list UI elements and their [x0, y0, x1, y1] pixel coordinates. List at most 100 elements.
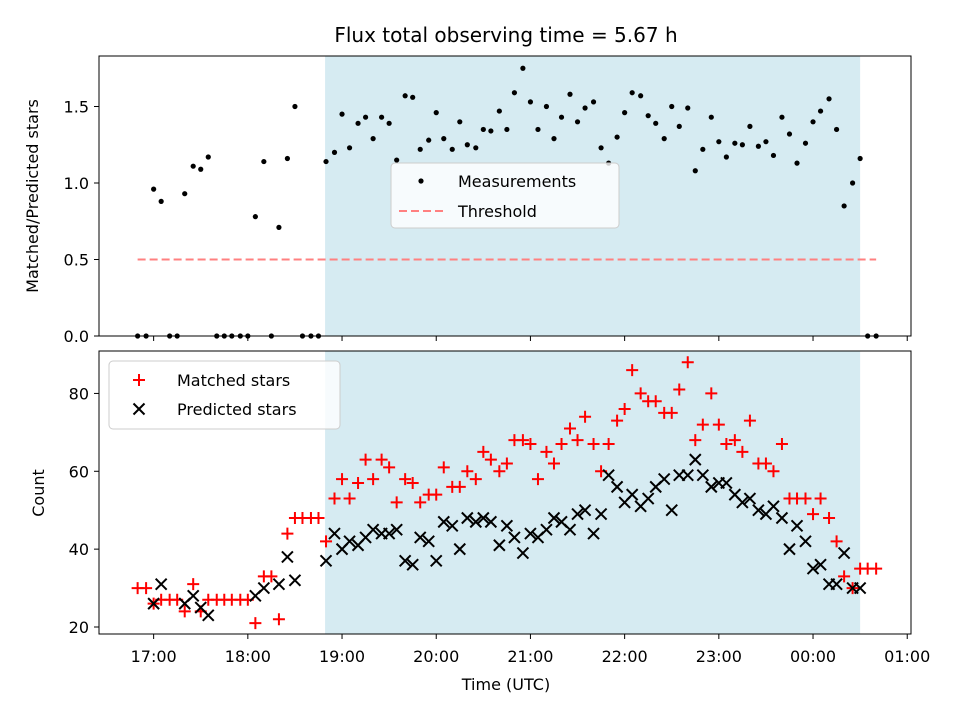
matched-star-point — [265, 570, 278, 583]
y-tick-label: 0.5 — [64, 250, 89, 269]
measurement-point — [802, 140, 809, 146]
predicted-star-point — [500, 519, 514, 532]
predicted-star-point — [477, 511, 490, 525]
predicted-star-point — [343, 535, 356, 548]
matched-star-point — [414, 496, 427, 509]
measurement-point — [574, 119, 581, 125]
matched-star-point — [367, 473, 380, 486]
measurement-point — [457, 119, 463, 125]
predicted-star-point — [493, 539, 506, 552]
matched-star-point — [705, 387, 718, 400]
observing-window-shade — [325, 351, 861, 634]
matched-star-point — [352, 476, 365, 489]
measurement-point — [739, 142, 745, 148]
predicted-star-point — [625, 488, 639, 501]
x-axis-label: Time (UTC) — [461, 675, 550, 694]
predicted-star-point — [681, 468, 694, 482]
predicted-star-point — [437, 515, 450, 529]
matched-star-point — [830, 535, 843, 548]
matched-star-point — [406, 476, 419, 489]
matched-star-point — [477, 445, 490, 458]
matched-star-point — [712, 418, 725, 431]
predicted-star-point — [272, 577, 286, 591]
ratio-legend: Measurements Threshold — [390, 162, 620, 229]
counts-panel-frame — [98, 350, 912, 635]
matched-star-point — [720, 438, 733, 451]
measurement-point — [386, 120, 392, 126]
legend-measurements-label: Measurements — [458, 172, 576, 191]
matched-star-point — [500, 457, 513, 470]
matched-star-point — [312, 511, 325, 524]
ratio-y-axis-label: Matched/Predicted stars — [23, 99, 42, 293]
predicted-star-point — [366, 523, 380, 536]
counts-panel-x-ticks: 17:00 18:00 19:00 20:00 21:00 22:00 23:00 00:00… — [131, 634, 930, 666]
matched-star-point — [870, 562, 883, 575]
predicted-star-point — [508, 531, 521, 544]
ratio-panel-x-ticks — [153, 336, 908, 341]
predicted-star-point — [578, 504, 592, 517]
x-tick-label: 17:00 — [131, 647, 177, 666]
matched-star-point — [461, 465, 474, 478]
measurement-point — [362, 114, 369, 120]
measurement-point — [402, 93, 408, 99]
ratio-legend-box — [390, 162, 620, 229]
ratio-panel-frame — [98, 55, 912, 337]
matched-star-point — [743, 414, 756, 427]
y-tick-label: 40 — [69, 540, 89, 559]
chart-title: Flux total observing time = 5.67 h — [334, 23, 677, 47]
matched-star-point — [696, 418, 709, 431]
predicted-star-point — [743, 492, 757, 505]
y-tick-label: 1.0 — [64, 174, 89, 193]
measurement-point — [826, 96, 832, 102]
x-tick-label: 23:00 — [696, 647, 742, 666]
predicted-star-point — [689, 453, 702, 466]
matched-star-point — [140, 582, 153, 595]
measurement-point — [158, 198, 164, 204]
measurement-point — [464, 142, 470, 148]
measurement-point — [723, 154, 729, 160]
matched-star-point — [838, 570, 851, 583]
predicted-star-point — [563, 523, 577, 536]
matched-star-point — [531, 473, 544, 486]
x-tick-label: 01:00 — [884, 647, 930, 666]
y-tick-label: 60 — [69, 462, 89, 481]
matched-star-point — [399, 473, 412, 486]
predicted-star-point — [736, 496, 749, 509]
x-tick-label: 20:00 — [413, 647, 459, 666]
matched-star-point — [579, 410, 592, 423]
measurement-point — [685, 105, 691, 111]
measurement-point — [810, 119, 816, 125]
matched-star-point — [611, 414, 624, 427]
predicted-star-point — [657, 472, 671, 486]
predicted-star-point — [524, 527, 537, 540]
legend-predicted-marker — [132, 402, 146, 416]
legend-matched-label: Matched stars — [177, 371, 290, 390]
legend-measurements-marker — [418, 178, 424, 184]
matched-star-point — [618, 403, 631, 416]
predicted-star-point — [571, 507, 584, 521]
measurement-point — [638, 93, 644, 99]
matched-star-point — [430, 488, 443, 501]
matched-star-point — [320, 535, 333, 548]
predicted-star-point — [665, 504, 678, 517]
matched-star-point — [814, 492, 827, 505]
measurement-point — [205, 154, 211, 160]
matched-star-point — [555, 438, 568, 451]
x-tick-label: 19:00 — [319, 647, 365, 666]
measurement-point — [346, 145, 353, 151]
measurement-point — [323, 158, 329, 165]
measurement-points — [135, 65, 879, 339]
predicted-star-point — [257, 581, 271, 595]
measurement-point — [645, 113, 651, 119]
y-tick-label: 20 — [69, 618, 89, 637]
predicted-star-point — [641, 492, 655, 505]
predicted-star-point — [837, 546, 851, 560]
measurement-point — [716, 139, 722, 145]
measurement-point — [331, 149, 338, 155]
measurement-point — [779, 114, 785, 120]
predicted-star-point — [540, 523, 553, 536]
predicted-star-point — [853, 581, 867, 595]
measurement-point — [732, 140, 738, 146]
measurement-point — [755, 143, 761, 149]
measurement-point — [708, 114, 714, 120]
